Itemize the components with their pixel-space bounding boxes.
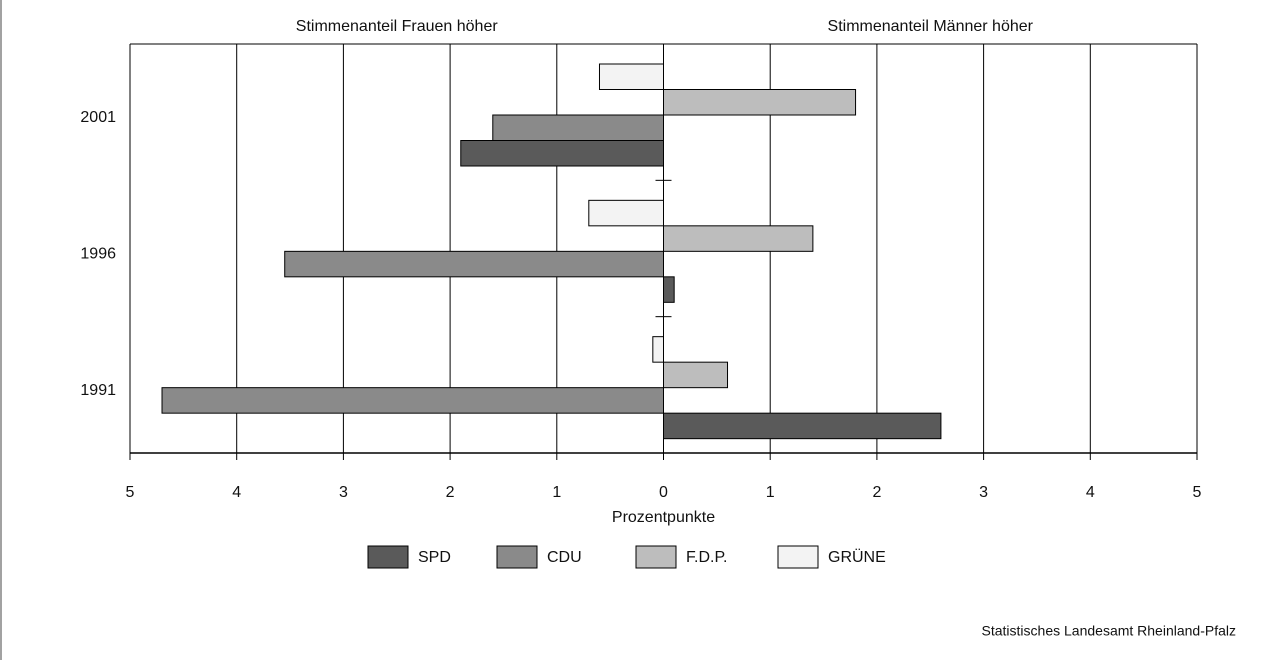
- annotation: Stimmenanteil Frauen höher: [296, 18, 499, 35]
- bar: [652, 336, 665, 363]
- bar: [663, 276, 675, 303]
- legend-label: GRÜNE: [828, 548, 886, 566]
- bar: [663, 412, 942, 440]
- bar: [663, 225, 814, 252]
- x-tick-label: 4: [232, 484, 241, 501]
- bar: [284, 250, 664, 278]
- x-tick-label: 5: [1193, 484, 1202, 501]
- x-tick-label: 0: [659, 484, 668, 501]
- y-tick-label: 1996: [80, 246, 116, 263]
- x-tick-label: 2: [872, 484, 881, 501]
- x-tick-label: 1: [766, 484, 775, 501]
- annotation: Stimmenanteil Männer höher: [828, 18, 1034, 35]
- x-tick-label: 3: [979, 484, 988, 501]
- bar: [663, 89, 857, 116]
- bar: [663, 361, 729, 389]
- x-axis-label: Prozentpunkte: [612, 509, 715, 526]
- x-tick-label: 3: [339, 484, 348, 501]
- bar: [598, 63, 664, 90]
- legend-swatch: [777, 545, 819, 569]
- x-tick-label: 2: [446, 484, 455, 501]
- x-tick-label: 4: [1086, 484, 1095, 501]
- legend-swatch: [635, 545, 677, 569]
- y-tick-label: 2001: [80, 109, 116, 126]
- legend-swatch: [367, 545, 409, 569]
- bar: [588, 199, 664, 227]
- bar: [161, 387, 664, 414]
- bar: [492, 114, 664, 141]
- legend-label: SPD: [418, 549, 451, 566]
- legend-label: CDU: [547, 549, 582, 566]
- x-tick-label: 1: [552, 484, 561, 501]
- source: Statistisches Landesamt Rheinland-Pfalz: [982, 623, 1236, 639]
- bar: [460, 140, 664, 167]
- legend-swatch: [496, 545, 538, 569]
- x-tick-label: 5: [126, 484, 135, 501]
- legend-label: F.D.P.: [686, 549, 728, 566]
- y-tick-label: 1991: [80, 382, 116, 399]
